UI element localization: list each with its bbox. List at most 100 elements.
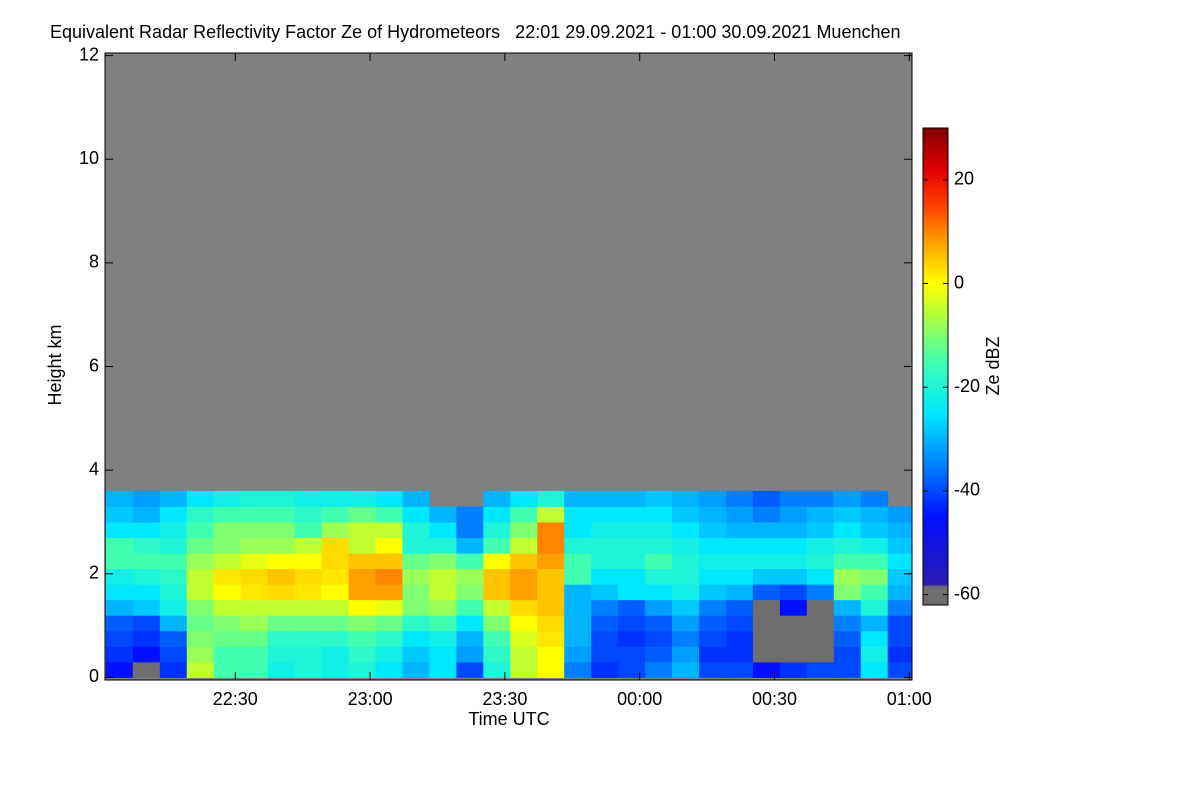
heatmap-cell (672, 490, 700, 507)
heatmap-cell (887, 615, 912, 632)
heatmap-cell (132, 615, 161, 632)
heatmap-cell (537, 521, 565, 538)
heatmap-cell (240, 506, 269, 523)
colorbar-tick-label: 20 (954, 169, 974, 189)
heatmap-cell (213, 553, 242, 570)
heatmap-cell (618, 553, 646, 570)
heatmap-cell (402, 599, 430, 616)
heatmap-cell (321, 615, 350, 632)
heatmap-cell (294, 599, 323, 616)
heatmap-cell (159, 615, 188, 632)
heatmap-cell (510, 553, 538, 570)
heatmap-cell (240, 584, 269, 601)
heatmap-cell (510, 599, 538, 616)
heatmap-cell (267, 553, 296, 570)
heatmap-cell (806, 615, 835, 632)
heatmap-cell (887, 630, 912, 647)
heatmap-cell (672, 506, 700, 523)
heatmap-cell (699, 553, 727, 570)
heatmap-cell (618, 521, 646, 538)
y-tick-label: 6 (89, 355, 99, 375)
heatmap-cell (105, 568, 134, 585)
heatmap-cell (294, 506, 323, 523)
heatmap-cell (213, 521, 242, 538)
heatmap-cell (321, 584, 350, 601)
heatmap-cell (186, 490, 215, 507)
heatmap-cell (132, 553, 161, 570)
x-tick-label: 01:00 (887, 689, 932, 709)
heatmap-cell (483, 630, 511, 647)
heatmap-cell (456, 584, 484, 601)
heatmap-cell (510, 646, 538, 663)
heatmap-cell (699, 661, 727, 678)
heatmap-cell (860, 599, 889, 616)
heatmap-cell (699, 599, 727, 616)
heatmap-cell (456, 553, 484, 570)
heatmap-cell (806, 506, 835, 523)
heatmap-cell (564, 553, 592, 570)
heatmap-cell (510, 537, 538, 554)
heatmap-cell (159, 646, 188, 663)
heatmap-cell (267, 599, 296, 616)
heatmap-cell (645, 584, 673, 601)
heatmap-cell (348, 553, 376, 570)
heatmap-cell (294, 646, 323, 663)
x-tick-label: 23:00 (348, 689, 393, 709)
heatmap-cell (483, 490, 511, 507)
heatmap-cell (860, 661, 889, 678)
heatmap-cell (779, 521, 808, 538)
heatmap-cell (456, 537, 484, 554)
heatmap-cell (564, 568, 592, 585)
heatmap-cell (833, 615, 862, 632)
heatmap-cell (348, 615, 376, 632)
heatmap-cell (510, 615, 538, 632)
heatmap-cell (429, 521, 457, 538)
heatmap-cell (483, 599, 511, 616)
heatmap-cell (267, 537, 296, 554)
heatmap-cell (806, 490, 835, 507)
heatmap-cell (752, 615, 781, 632)
y-tick-label: 8 (89, 252, 99, 272)
x-axis-label: Time UTC (468, 709, 549, 729)
heatmap-cell (375, 490, 403, 507)
heatmap-cell (510, 506, 538, 523)
heatmap-cell (348, 584, 376, 601)
heatmap-cell (833, 599, 862, 616)
heatmap-cell (132, 661, 161, 678)
heatmap-cell (752, 584, 781, 601)
heatmap-cell (483, 568, 511, 585)
heatmap-cell (429, 584, 457, 601)
heatmap-cell (159, 661, 188, 678)
heatmap-cell (752, 661, 781, 678)
heatmap-cell (294, 490, 323, 507)
heatmap-cell (159, 630, 188, 647)
heatmap-cell (752, 521, 781, 538)
heatmap-cell (591, 537, 619, 554)
heatmap-cell (267, 615, 296, 632)
heatmap-cell (591, 521, 619, 538)
heatmap-cell (267, 506, 296, 523)
heatmap-cell (618, 646, 646, 663)
heatmap-cell (321, 630, 350, 647)
heatmap-cell (375, 537, 403, 554)
heatmap-cell (213, 599, 242, 616)
heatmap-cell (213, 615, 242, 632)
heatmap-cell (537, 599, 565, 616)
heatmap-cell (779, 661, 808, 678)
heatmap-cell (672, 646, 700, 663)
y-tick-label: 10 (79, 148, 99, 168)
heatmap-cell (402, 646, 430, 663)
heatmap-cell (860, 615, 889, 632)
heatmap-cell (348, 521, 376, 538)
heatmap-cell (564, 661, 592, 678)
heatmap-cell (375, 661, 403, 678)
heatmap-cell (725, 646, 754, 663)
heatmap-cell (348, 490, 376, 507)
x-tick-label: 23:30 (482, 689, 527, 709)
heatmap-cell (402, 615, 430, 632)
heatmap-cell (887, 537, 912, 554)
heatmap-cell (779, 553, 808, 570)
heatmap-cell (672, 615, 700, 632)
